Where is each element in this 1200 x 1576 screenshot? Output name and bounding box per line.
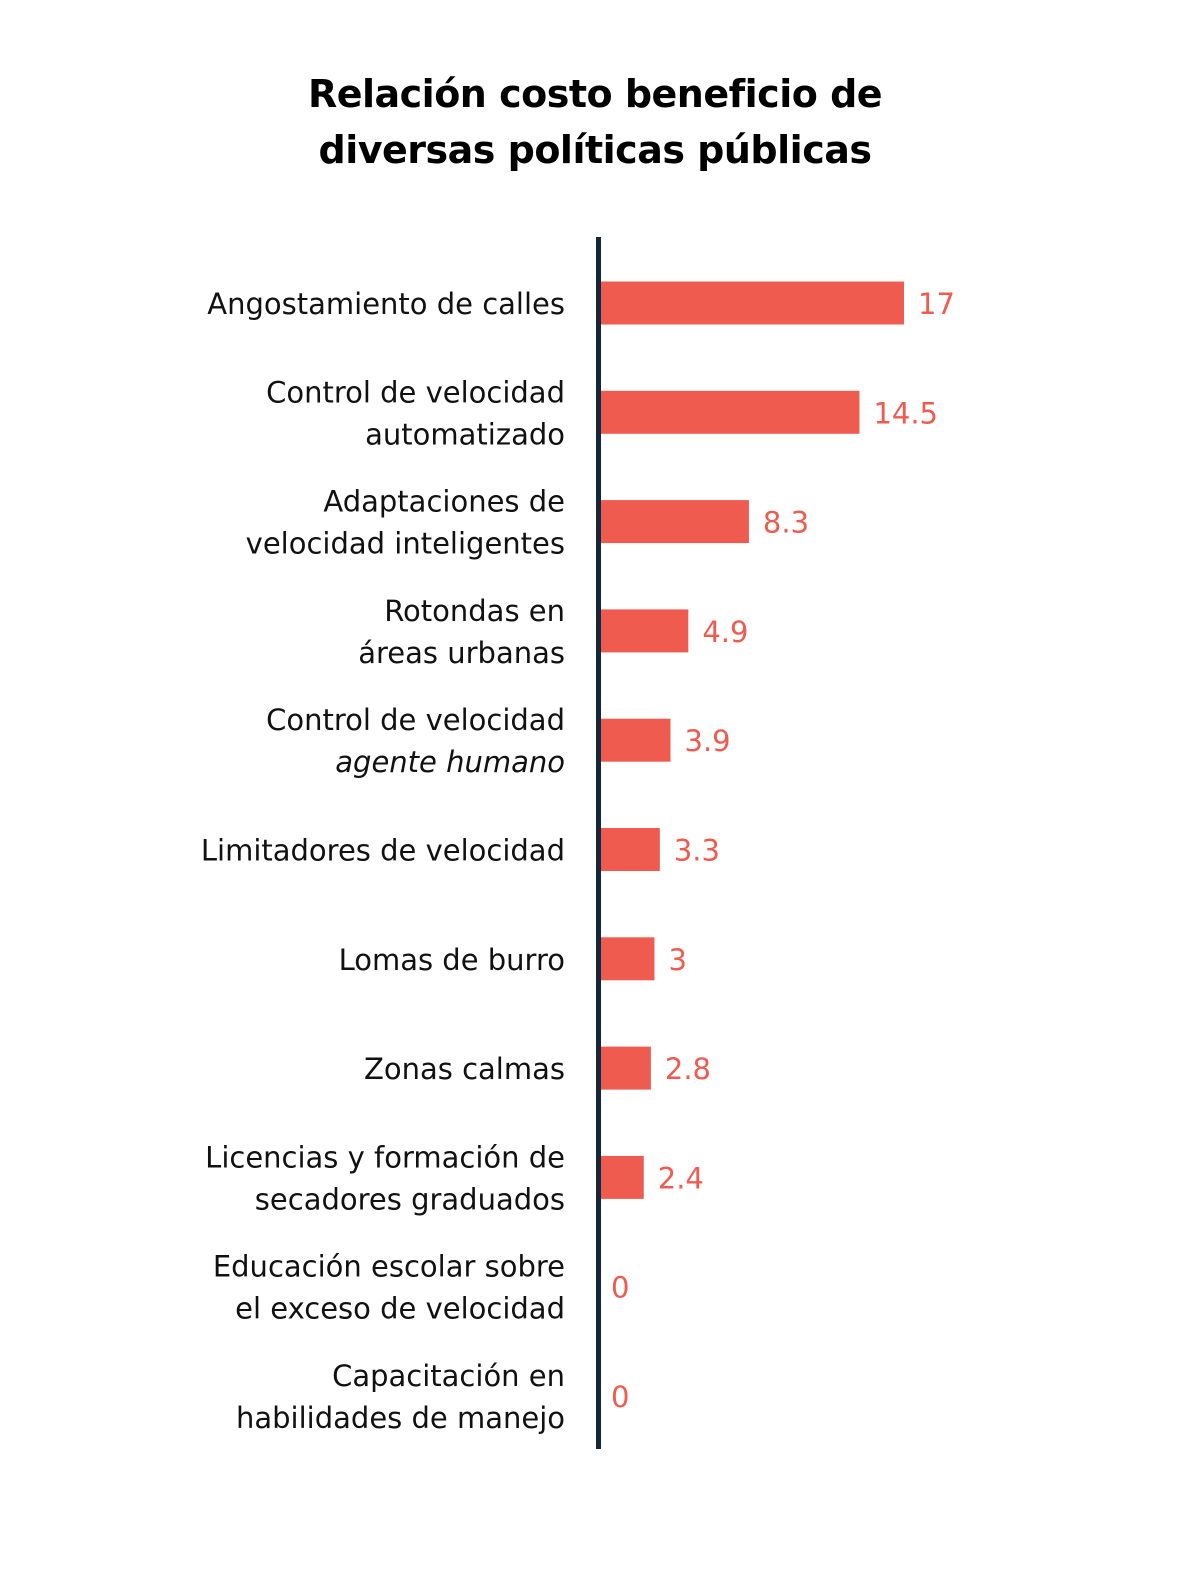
chart-title-line-1: Relación costo beneficio de — [307, 72, 883, 116]
bar-9 — [601, 1155, 644, 1199]
bar-7 — [601, 937, 655, 981]
value-label-6: 3.3 — [674, 834, 720, 868]
category-label-5-line-2: agente humano — [335, 745, 565, 779]
category-label-10-line-2: el exceso de velocidad — [235, 1292, 565, 1326]
category-label-11-line-1: Capacitación en — [332, 1359, 565, 1393]
value-label-2: 14.5 — [873, 396, 938, 430]
category-label-9-line-2: secadores graduados — [255, 1182, 565, 1216]
bar-1 — [601, 281, 904, 325]
value-label-4: 4.9 — [702, 615, 748, 649]
value-label-3: 8.3 — [763, 506, 809, 540]
bar-4 — [601, 609, 689, 653]
category-label-8-line-1: Zonas calmas — [364, 1052, 565, 1086]
category-label-4-line-2: áreas urbanas — [358, 636, 565, 670]
value-label-11: 0 — [611, 1380, 629, 1414]
category-label-2-line-1: Control de velocidad — [266, 375, 565, 409]
category-label-11-line-2: habilidades de manejo — [236, 1401, 565, 1435]
category-label-5-line-1: Control de velocidad — [266, 703, 565, 737]
value-label-10: 0 — [611, 1271, 629, 1305]
chart-title: Relación costo beneficio de diversas pol… — [0, 66, 1190, 178]
bar-8 — [601, 1046, 651, 1090]
value-label-7: 3 — [668, 943, 686, 977]
bar-3 — [601, 500, 749, 544]
category-label-2-line-2: automatizado — [365, 417, 565, 451]
category-label-3-line-2: velocidad inteligentes — [246, 527, 565, 561]
category-label-1-line-1: Angostamiento de calles — [207, 287, 565, 321]
category-label-9-line-1: Licencias y formación de — [205, 1140, 565, 1174]
bar-6 — [601, 828, 660, 871]
chart-title-line-2: diversas políticas públicas — [318, 128, 872, 172]
value-label-1: 17 — [918, 287, 955, 321]
bar-5 — [601, 718, 671, 762]
category-label-6-line-1: Limitadores de velocidad — [201, 834, 565, 868]
category-label-7-line-1: Lomas de burro — [339, 943, 565, 977]
y-axis-line — [596, 237, 601, 1449]
value-label-5: 3.9 — [685, 724, 731, 758]
value-label-8: 2.8 — [665, 1052, 711, 1086]
category-label-4-line-1: Rotondas en — [384, 594, 565, 628]
category-label-3-line-1: Adaptaciones de — [323, 485, 565, 519]
category-label-10-line-1: Educación escolar sobre — [213, 1250, 565, 1284]
bar-2 — [601, 390, 860, 434]
value-label-9: 2.4 — [658, 1161, 704, 1195]
